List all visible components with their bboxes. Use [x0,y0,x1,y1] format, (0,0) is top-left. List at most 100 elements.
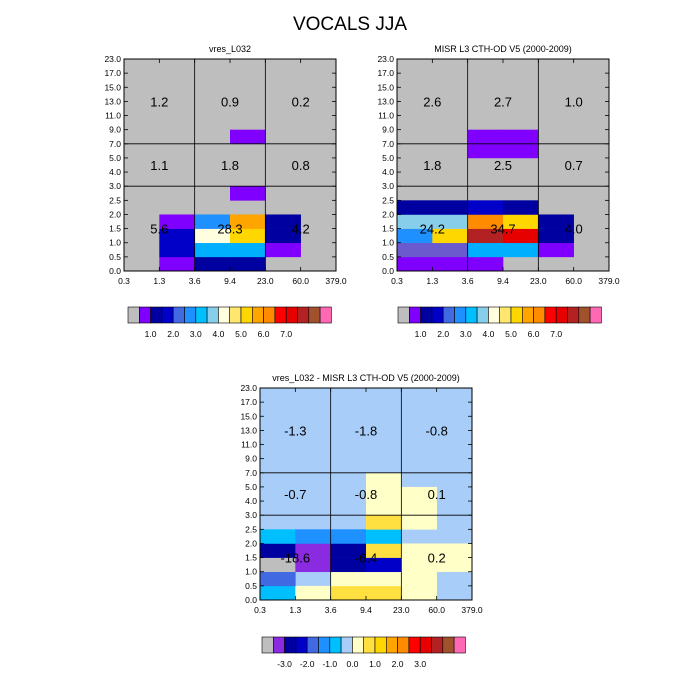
heatmap-cell [295,557,331,573]
colorbar-label: 1.0 [145,329,157,339]
heatmap-cell [366,543,402,558]
heatmap-cell [366,571,402,587]
y-tick-label: 11.0 [241,440,257,450]
heatmap-cell [159,242,195,258]
colorbar-box [340,636,353,654]
y-tick-label: 1.0 [109,238,121,248]
colorbar-label: 0.0 [346,659,358,669]
heatmap-cell [538,214,574,229]
region-value-label: 4.0 [565,222,583,237]
heatmap-cell [397,256,433,272]
y-tick-label: 0.0 [382,266,394,276]
heatmap-cell [265,228,301,244]
y-tick-label: 17.0 [377,68,394,78]
colorbar-label: 3.0 [460,329,472,339]
y-tick-label: 9.0 [245,454,257,464]
panel-3: 0.3 1.3 3.6 9.4 23.0 60.0 379.0 0.0 0.5 1.0 1.5 2.0… [240,373,482,615]
x-tick-label: 9.4 [497,276,509,286]
y-tick-label: 15.0 [240,411,257,421]
colorbar-box [329,636,342,654]
y-tick-label: 13.0 [377,96,394,106]
heatmap-cell [366,585,402,601]
y-tick-label: 2.5 [109,195,121,205]
colorbar-box [408,636,421,654]
colorbar-box [431,636,444,654]
region-value-label: 2.7 [494,94,512,109]
x-tick-label: 9.4 [360,605,372,615]
y-tick-label: 23.0 [104,54,121,64]
region-value-label: 2.5 [494,158,512,173]
panels: 0.3 1.3 3.6 9.4 23.0 60.0 379.0 0.0 0.5 1.0 1.5 2.0… [104,44,619,669]
panel-1: 0.3 1.3 3.6 9.4 23.0 60.0 379.0 0.0 0.5 1.0 1.5 2.0… [104,44,346,286]
colorbar-box [274,306,287,324]
colorbar-box [150,306,163,324]
heatmap-cell [432,242,468,258]
x-tick-label: 3.6 [325,605,337,615]
y-tick-label: 3.0 [245,510,257,520]
colorbar-3: -3.0 -2.0 -1.0 0.0 1.0 2.0 3.0 [261,636,466,669]
colorbar-box [555,306,568,324]
figure-title: VOCALS JJA [293,14,407,35]
heatmap-cell [432,200,468,215]
heatmap-cell [265,214,301,229]
heatmap-cell [330,585,367,601]
colorbar-label: 3.0 [414,659,426,669]
heatmap-cell [467,214,504,229]
x-tick-label: 379.0 [598,276,620,286]
colorbar-label: 2.0 [167,329,179,339]
panel-title: MISR L3 CTH-OD V5 (2000-2009) [434,44,572,54]
colorbar-box [419,636,432,654]
heatmap-cell [330,571,367,587]
heatmap-cell [265,242,301,258]
colorbar-box [161,306,174,324]
heatmap-cell [503,228,539,244]
region-value-label: 28.3 [217,222,242,237]
colorbar-box [308,306,321,324]
heatmap-cell [230,228,266,244]
colorbar-box [453,636,466,654]
colorbar-box [127,306,140,324]
colorbar-box [465,306,478,324]
colorbar-box [284,636,297,654]
colorbar-label: 4.0 [482,329,494,339]
colorbar-box [544,306,557,324]
heatmap-cell [503,143,539,159]
colorbar-box [272,636,285,654]
heatmap-cell [436,557,473,573]
heatmap-cell [366,515,402,530]
heatmap-cell [397,228,433,244]
heatmap-cell [295,543,331,558]
colorbar-box [567,306,580,324]
heatmap-cell [401,571,437,587]
y-tick-label: 7.0 [245,468,257,478]
y-tick-label: 2.0 [382,209,394,219]
colorbar-box [499,306,512,324]
panel-title: vres_L032 [209,44,251,54]
y-tick-label: 2.0 [245,538,257,548]
colorbar-box [431,306,444,324]
region-value-label: 4.2 [292,222,310,237]
region-value-label: 1.2 [150,94,168,109]
y-tick-label: 7.0 [109,139,121,149]
colorbar-box [285,306,298,324]
heatmap-cell [401,501,437,516]
x-tick-label: 3.6 [462,276,474,286]
region-value-label: 0.7 [565,158,583,173]
colorbar-box [261,636,274,654]
heatmap-cell [432,214,468,229]
colorbar-box [397,306,410,324]
heatmap-cell [436,543,473,558]
region-value-label: -1.3 [284,423,306,438]
heatmap-cell [230,214,266,229]
y-tick-label: 7.0 [382,139,394,149]
x-tick-label: 0.3 [254,605,266,615]
colorbar-box [454,306,467,324]
heatmap-cell [295,529,331,544]
x-tick-label: 379.0 [461,605,483,615]
colorbar-box [319,306,332,324]
x-tick-label: 60.0 [428,605,445,615]
region-value-label: 1.0 [565,94,583,109]
panel-title: vres_L032 - MISR L3 CTH-OD V5 (2000-2009… [272,373,460,383]
heatmap-cell [397,200,433,215]
